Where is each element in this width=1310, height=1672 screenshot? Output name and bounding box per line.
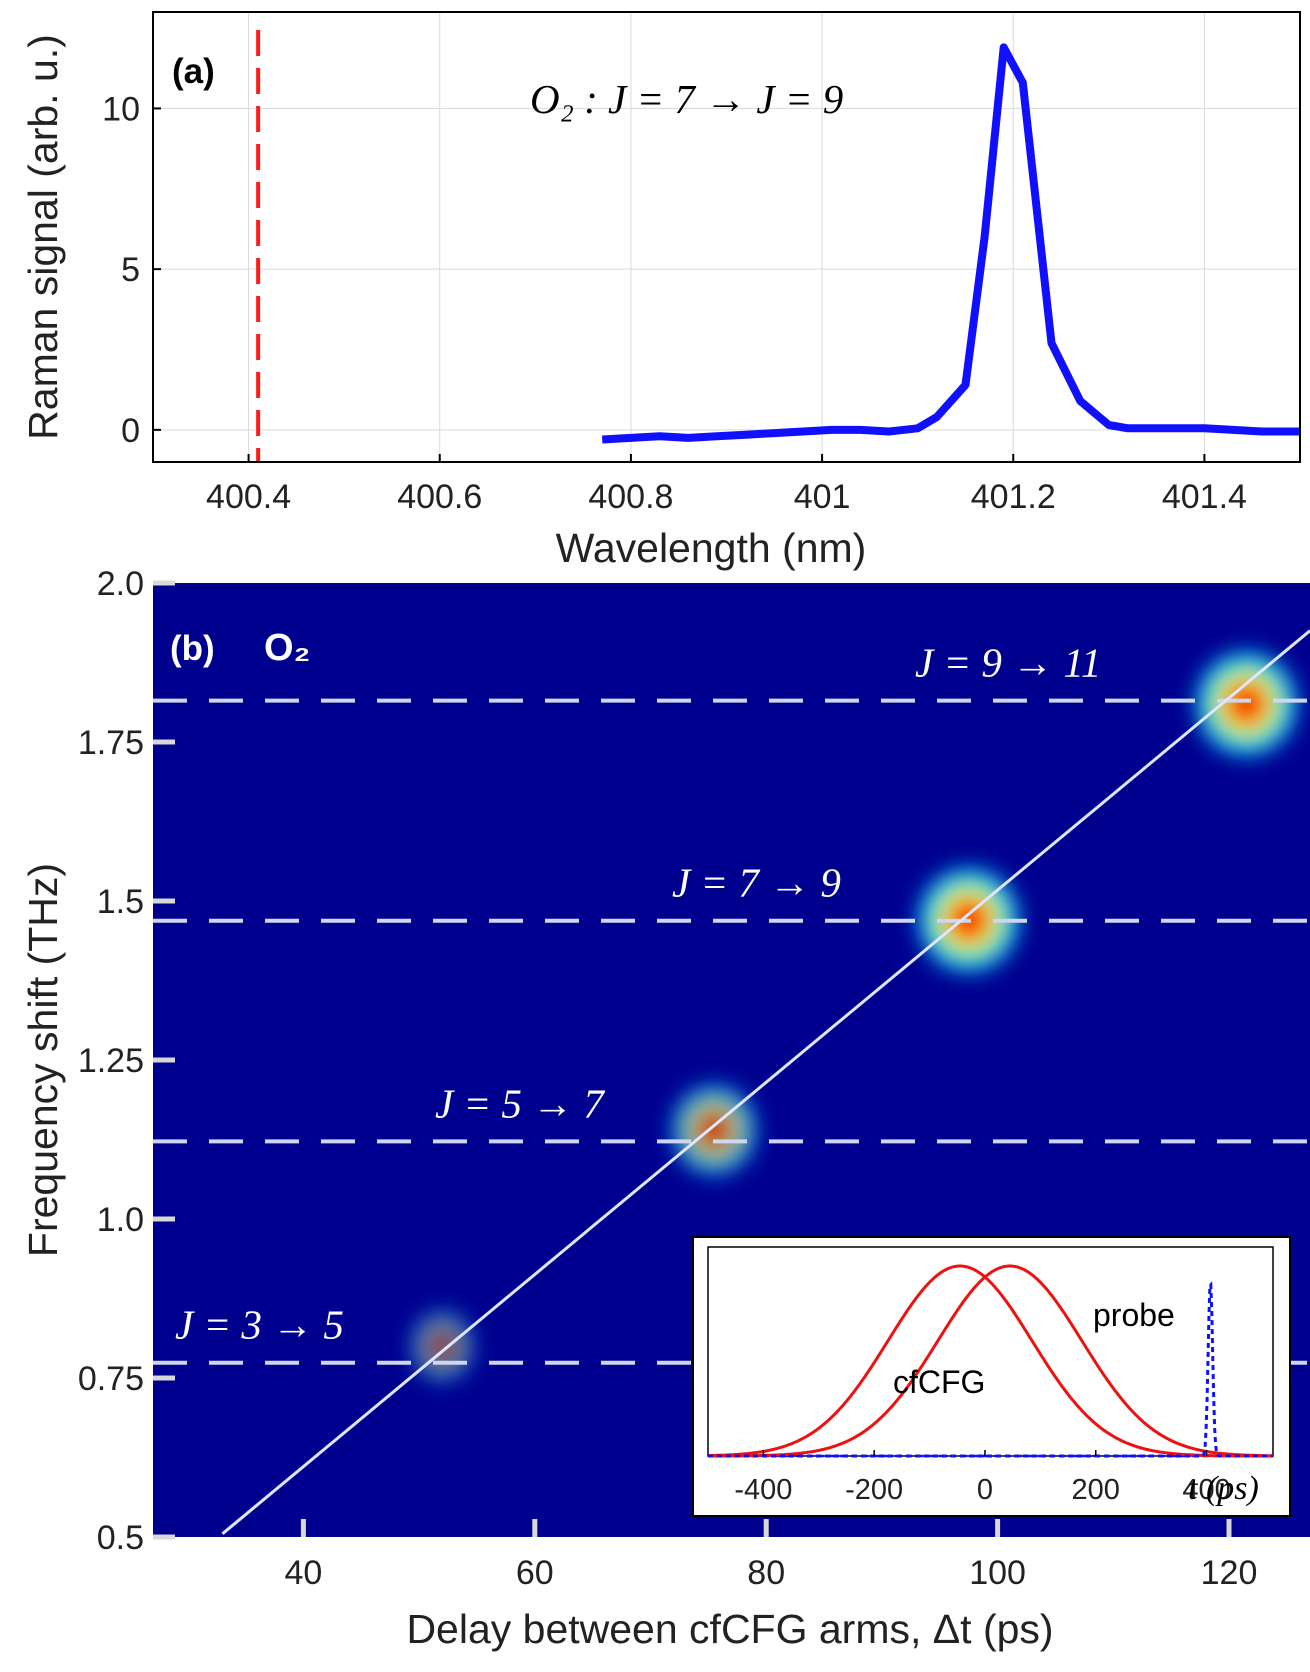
y-tick-label: 1.75 — [78, 724, 144, 762]
heatmap-spot — [1186, 641, 1307, 766]
transition-label: J = 9 → 11 — [915, 640, 1101, 686]
heatmap-spot — [663, 1076, 765, 1184]
x-tick-label: 60 — [516, 1554, 554, 1592]
diagonal-resonance-line — [221, 629, 1310, 1535]
y-tick-label: 5 — [121, 251, 140, 289]
panel-b-x-ticks: 40 60 80 100 120 — [284, 1519, 1257, 1592]
inset-cfcfg-label: cfCFG — [893, 1364, 985, 1400]
x-tick-label: 400.8 — [588, 478, 673, 516]
y-tick-label: 1.0 — [97, 1201, 144, 1239]
x-tick-label: 401.4 — [1162, 478, 1247, 516]
y-tick-label: 1.5 — [97, 883, 144, 921]
inset-x-ticks: -400 -200 0 200 400 — [734, 1450, 1231, 1506]
panel-a-frame — [152, 11, 1301, 463]
panel-a-grid — [153, 12, 1300, 462]
panel-a-plot-area — [153, 12, 1300, 462]
x-tick-label: 40 — [284, 1554, 322, 1592]
inset-cfcfg-pulse — [708, 1264, 1273, 1458]
panel-a-x-ticks: 400.4 400.6 400.8 401 401.2 401.4 — [206, 454, 1247, 516]
inset-probe-label: probe — [1093, 1297, 1175, 1333]
raman-signal-line — [601, 43, 1300, 444]
transition-label: J = 3 → 5 — [175, 1302, 344, 1348]
panel-a: 400.4 400.6 400.8 401 401.2 401.4 0 5 10 (a) O₂… — [20, 11, 1301, 571]
x-tick-label: 120 — [1201, 1554, 1258, 1592]
y-tick-label: 1.25 — [78, 1042, 144, 1080]
inset-curves — [708, 1264, 1274, 1458]
y-tick-label: 10 — [102, 90, 140, 128]
x-tick-label: 401 — [794, 478, 851, 516]
heatmap-spot — [404, 1303, 480, 1389]
panel-b-y-axis-label: Frequency shift (THz) — [20, 863, 66, 1257]
x-tick-label: 400.6 — [397, 478, 482, 516]
inset-cfcfg-pulse — [708, 1264, 1274, 1458]
x-tick-label: 401.2 — [971, 478, 1056, 516]
panel-a-y-ticks: 0 5 10 — [102, 90, 161, 450]
inset-x-tick-label: 0 — [977, 1474, 993, 1506]
y-tick-label: 0 — [121, 412, 140, 450]
x-tick-label: 400.4 — [206, 478, 291, 516]
transition-labels: J = 3 → 5 J = 5 → 7 J = 7 → 9 J = 9 → 11 — [175, 640, 1101, 1348]
panel-a-label: (a) — [172, 52, 215, 91]
inset-x-tick-label: 200 — [1072, 1474, 1120, 1506]
panel-b-label: (b) — [170, 629, 215, 668]
inset-plot: -400 -200 0 200 400 cfCFG probe t (ps) — [692, 1236, 1291, 1517]
panel-b-species-label: O₂ — [264, 627, 310, 669]
inset-probe-pulse — [708, 1281, 1273, 1458]
inset-x-axis-label: t (ps) — [1188, 1470, 1259, 1507]
panel-a-annotation: O₂ : J = 7 → J = 9 — [530, 76, 843, 122]
panel-a-y-axis-label: Raman signal (arb. u.) — [20, 34, 66, 440]
panel-b: 40 60 80 100 120 0.5 0.75 1.0 1.25 1.5 1.75 2.0 J … — [20, 565, 1310, 1652]
panel-b-y-ticks: 0.5 0.75 1.0 1.25 1.5 1.75 2.0 — [78, 565, 175, 1557]
y-tick-label: 0.5 — [97, 1519, 144, 1557]
x-tick-label: 100 — [969, 1554, 1026, 1592]
transition-label: J = 5 → 7 — [435, 1080, 605, 1126]
inset-x-tick-label: -200 — [845, 1474, 903, 1506]
y-tick-label: 2.0 — [97, 565, 144, 603]
panel-a-x-axis-label: Wavelength (nm) — [556, 525, 867, 571]
y-tick-label: 0.75 — [78, 1360, 144, 1398]
inset-x-tick-label: -400 — [734, 1474, 792, 1506]
transition-label: J = 7 → 9 — [672, 860, 841, 906]
x-tick-label: 80 — [747, 1554, 785, 1592]
inset-x-tick-label: 400 — [1182, 1474, 1230, 1506]
panel-b-x-axis-label: Delay between cfCFG arms, Δt (ps) — [406, 1606, 1053, 1652]
